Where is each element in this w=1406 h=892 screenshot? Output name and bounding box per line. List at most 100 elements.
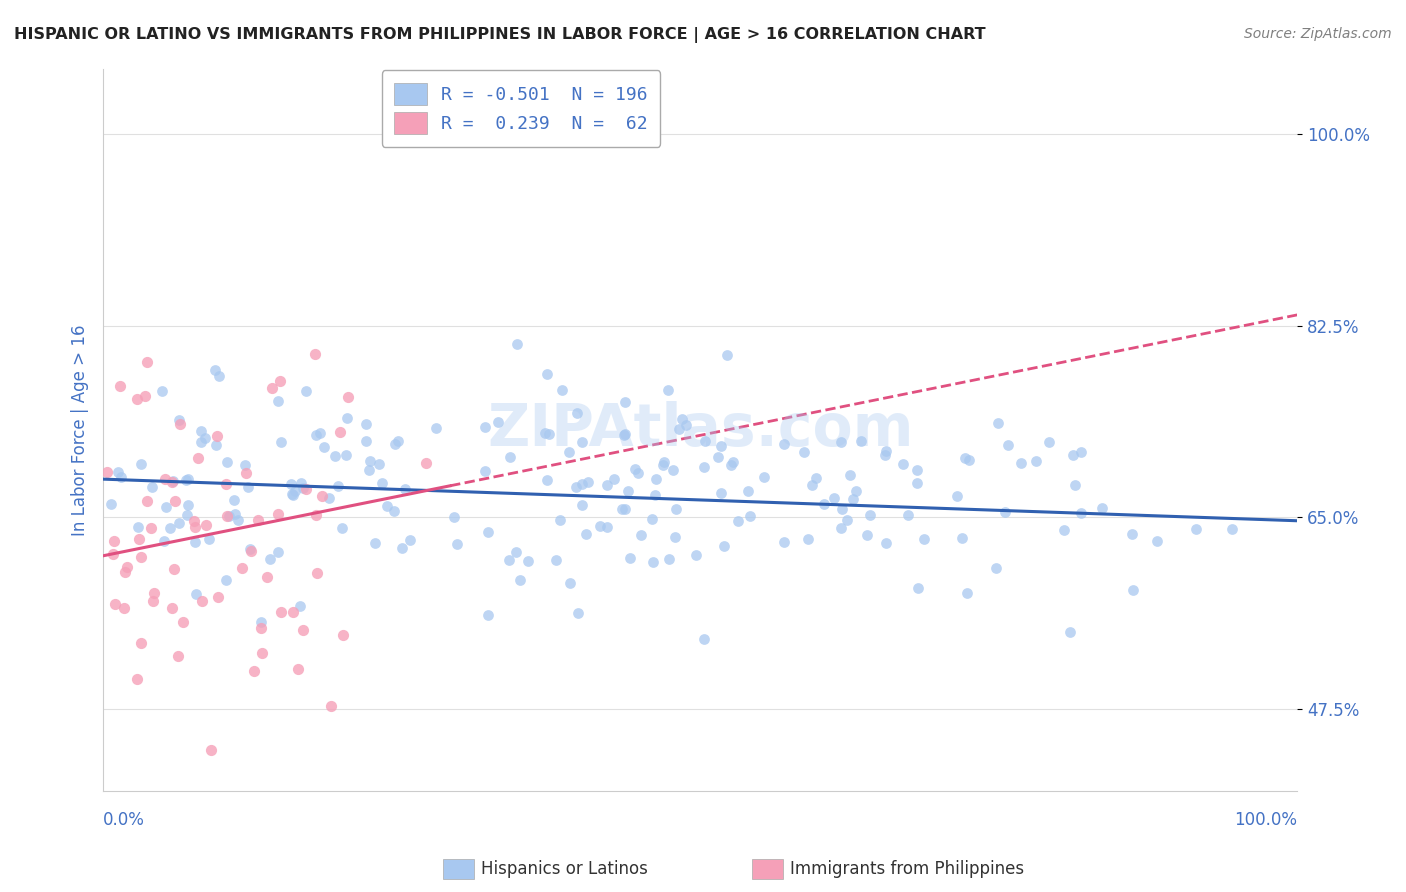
Point xyxy=(571,477,593,491)
Point xyxy=(565,406,588,420)
Point xyxy=(506,336,529,351)
Point xyxy=(1070,444,1092,458)
Point xyxy=(110,470,132,484)
Point xyxy=(152,533,174,548)
Point xyxy=(589,519,612,533)
Point xyxy=(641,512,664,526)
Point xyxy=(994,505,1017,519)
Point xyxy=(326,479,349,493)
Point xyxy=(614,394,637,409)
Text: Source: ZipAtlas.com: Source: ZipAtlas.com xyxy=(1244,27,1392,41)
Point xyxy=(136,354,159,368)
Point xyxy=(243,664,266,678)
Point xyxy=(536,473,558,487)
Point xyxy=(685,548,707,562)
Point xyxy=(139,520,162,534)
Point xyxy=(136,494,159,508)
Point xyxy=(752,470,775,484)
Point xyxy=(329,425,352,439)
Point xyxy=(509,573,531,587)
Point xyxy=(108,379,131,393)
Point xyxy=(630,528,652,542)
Point xyxy=(851,434,873,448)
Point xyxy=(308,425,330,440)
Point xyxy=(710,485,733,500)
Point xyxy=(627,466,650,480)
Point xyxy=(596,478,619,492)
Point xyxy=(114,565,136,579)
Point xyxy=(652,455,675,469)
Point xyxy=(477,525,499,540)
Point xyxy=(738,508,761,523)
Point xyxy=(1062,448,1084,462)
Point xyxy=(1053,524,1076,538)
Point xyxy=(252,646,274,660)
Point xyxy=(174,473,197,487)
Point xyxy=(1010,456,1032,470)
Point xyxy=(956,586,979,600)
Point xyxy=(671,412,693,426)
Point xyxy=(382,504,405,518)
Point xyxy=(266,507,288,521)
Point xyxy=(651,458,673,472)
Point xyxy=(907,581,929,595)
Point xyxy=(354,434,377,448)
Point xyxy=(571,499,593,513)
Point xyxy=(304,428,326,442)
Point xyxy=(897,508,920,523)
Point xyxy=(184,534,207,549)
Point xyxy=(571,434,593,449)
Point xyxy=(716,348,738,362)
Point xyxy=(875,444,897,458)
Point xyxy=(290,475,312,490)
Text: 100.0%: 100.0% xyxy=(1234,811,1298,829)
Point xyxy=(565,480,588,494)
Point xyxy=(692,460,714,475)
Point xyxy=(239,542,262,557)
Point xyxy=(727,514,749,528)
Point xyxy=(224,507,246,521)
Point xyxy=(499,450,522,465)
Point xyxy=(270,435,292,450)
Point xyxy=(155,500,177,514)
Point xyxy=(953,451,976,466)
Point xyxy=(477,608,499,623)
Point xyxy=(1063,478,1085,492)
Point xyxy=(831,502,853,516)
Point xyxy=(172,615,194,630)
Point xyxy=(163,494,186,508)
Point xyxy=(160,475,183,489)
Point xyxy=(294,482,316,496)
Point xyxy=(184,587,207,601)
Point xyxy=(226,513,249,527)
Point xyxy=(259,552,281,566)
Point xyxy=(321,698,343,713)
Point xyxy=(176,508,198,522)
Point xyxy=(283,605,305,619)
Point xyxy=(905,476,928,491)
Legend: R = -0.501  N = 196, R =  0.239  N =  62: R = -0.501 N = 196, R = 0.239 N = 62 xyxy=(381,70,661,147)
Point xyxy=(236,480,259,494)
Point xyxy=(533,426,555,441)
Point xyxy=(150,384,173,398)
Point xyxy=(160,600,183,615)
Point xyxy=(177,471,200,485)
Point xyxy=(613,427,636,442)
Point xyxy=(359,453,381,467)
Point xyxy=(235,466,257,480)
Point xyxy=(222,493,245,508)
Point xyxy=(134,389,156,403)
Point xyxy=(267,545,290,559)
Point xyxy=(1122,583,1144,598)
Point xyxy=(318,491,340,506)
Point xyxy=(1146,534,1168,549)
Point xyxy=(183,519,205,533)
Point xyxy=(129,457,152,471)
Point xyxy=(614,426,637,441)
Point xyxy=(288,599,311,614)
Point xyxy=(323,450,346,464)
Point xyxy=(218,508,240,523)
Point xyxy=(335,448,357,462)
Point xyxy=(641,555,664,569)
Point xyxy=(240,543,263,558)
